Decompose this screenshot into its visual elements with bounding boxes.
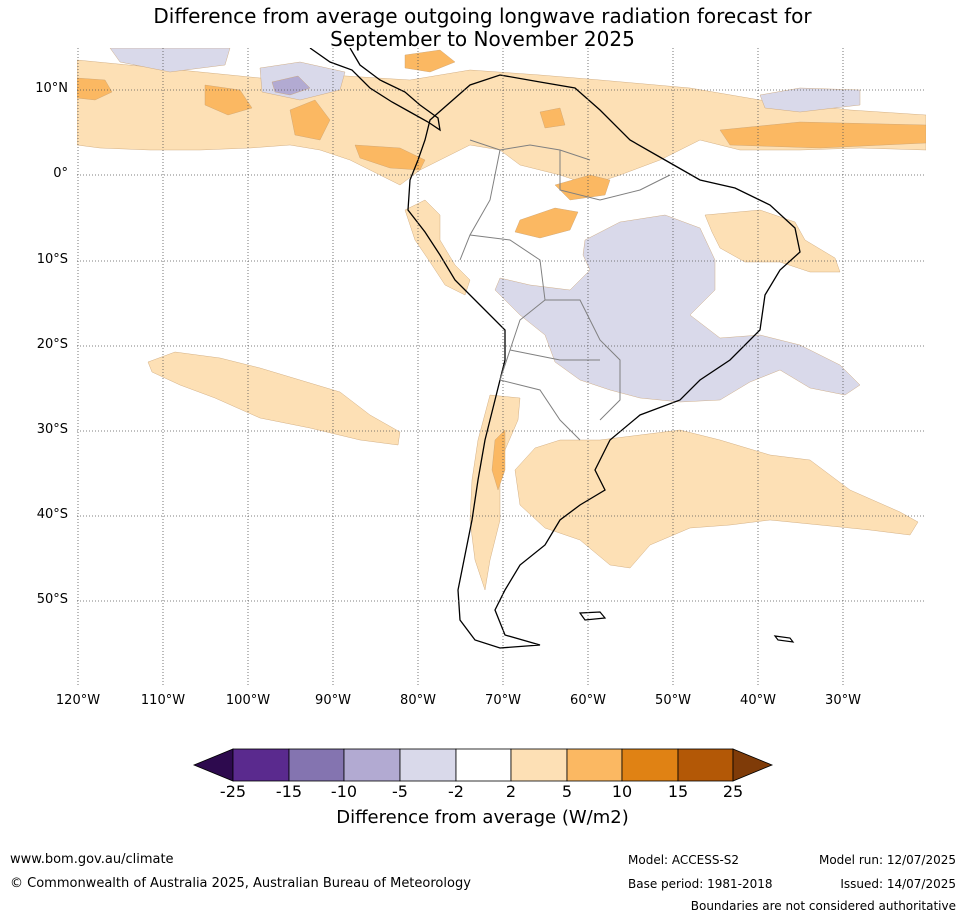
anomaly-patch-amazon-east xyxy=(554,174,611,201)
footer-issued: Issued: 14/07/2025 xyxy=(840,877,956,891)
anomaly-andes xyxy=(491,429,506,491)
colorbar-bin-neg2-2 xyxy=(455,748,512,782)
colorbar-bin-neg25-neg15 xyxy=(232,748,290,782)
colorbar-bin-neg5-neg2 xyxy=(399,748,457,782)
anomaly-patch-pacific-a xyxy=(204,84,253,116)
anomaly-patch-atlantic xyxy=(719,121,926,149)
title-line-2: September to November 2025 xyxy=(330,27,635,51)
colorbar-tick-2: 2 xyxy=(505,782,517,801)
colorbar-tick-10: 10 xyxy=(611,782,633,801)
colorbar-tick-neg5: -5 xyxy=(392,782,408,801)
anomaly-patch-guiana xyxy=(539,107,566,129)
colorbar-bin-neg15-neg10 xyxy=(288,748,345,782)
lon-label-30w: 30°W xyxy=(825,693,861,708)
anomaly-neg-brazil xyxy=(494,214,861,403)
anomaly-ne-brazil xyxy=(704,209,841,273)
colorbar-tick-5: 5 xyxy=(561,782,573,801)
anomaly-field xyxy=(77,48,926,591)
lon-label-50w: 50°W xyxy=(655,693,691,708)
lon-label-120w: 120°W xyxy=(55,693,101,708)
lon-label-110w: 110°W xyxy=(140,693,186,708)
footer-website: www.bom.gov.au/climate xyxy=(10,852,174,867)
anomaly-neg-atlantic xyxy=(759,87,861,113)
colorbar xyxy=(192,748,774,782)
anomaly-argentina xyxy=(514,429,919,569)
colorbar-bin-neg10-neg5 xyxy=(343,748,401,782)
lon-label-40w: 40°W xyxy=(740,693,776,708)
lat-label-40s: 40°S xyxy=(36,507,68,522)
colorbar-tick-15: 15 xyxy=(667,782,689,801)
colorbar-bin-10-15 xyxy=(621,748,679,782)
colorbar-tick-neg2: -2 xyxy=(448,782,464,801)
footer-base-period: Base period: 1981-2018 xyxy=(628,877,773,891)
lat-label-30s: 30°S xyxy=(36,422,68,437)
lon-label-100w: 100°W xyxy=(225,693,271,708)
colorbar-tick-neg10: -10 xyxy=(330,782,358,801)
south-georgia xyxy=(773,635,795,643)
lat-label-10n: 10°N xyxy=(35,81,68,96)
footer-model-run: Model run: 12/07/2025 xyxy=(818,853,956,867)
colorbar-extend-high xyxy=(732,748,774,782)
anomaly-neg-north-1 xyxy=(109,48,231,73)
country-borders xyxy=(459,139,671,441)
anomaly-patch-west-pacific xyxy=(77,77,113,101)
lon-label-80w: 80°W xyxy=(400,693,436,708)
colorbar-label: Difference from average (W/m2) xyxy=(336,807,629,828)
colorbar-tick-neg15: -15 xyxy=(275,782,303,801)
lon-label-60w: 60°W xyxy=(570,693,606,708)
lat-label-50s: 50°S xyxy=(36,592,68,607)
colorbar-bin-15-25 xyxy=(677,748,734,782)
colorbar-bin-2-5 xyxy=(510,748,568,782)
anomaly-south-pacific xyxy=(147,351,401,446)
colorbar-bin-5-10 xyxy=(566,748,623,782)
lat-label-10s: 10°S xyxy=(36,252,68,267)
anomaly-peru xyxy=(404,199,471,296)
coastline-central-america xyxy=(309,48,441,132)
anomaly-patch-amazon-west xyxy=(514,207,579,239)
coastlines xyxy=(309,48,801,649)
colorbar-extend-low xyxy=(192,748,234,782)
falkland-islands xyxy=(578,611,607,621)
footer-disclaimer: Boundaries are not considered authoritat… xyxy=(690,899,956,913)
lat-label-0: 0° xyxy=(53,166,68,181)
title-line-1: Difference from average outgoing longwav… xyxy=(153,4,812,28)
lon-label-90w: 90°W xyxy=(315,693,351,708)
colorbar-tick-neg25: -25 xyxy=(219,782,247,801)
anomaly-patch-panama xyxy=(354,144,426,171)
lat-label-20s: 20°S xyxy=(36,337,68,352)
colorbar-tick-25: 25 xyxy=(722,782,744,801)
graticule xyxy=(77,48,926,686)
coastline-south-america xyxy=(407,74,801,649)
anomaly-patch-pacific-b xyxy=(289,99,331,141)
lon-label-70w: 70°W xyxy=(485,693,521,708)
anomaly-patch-caribbean xyxy=(404,49,456,73)
footer-copyright: © Commonwealth of Australia 2025, Austra… xyxy=(10,876,471,891)
anomaly-south-atlantic xyxy=(469,394,521,591)
footer-model: Model: ACCESS-S2 xyxy=(628,853,740,867)
